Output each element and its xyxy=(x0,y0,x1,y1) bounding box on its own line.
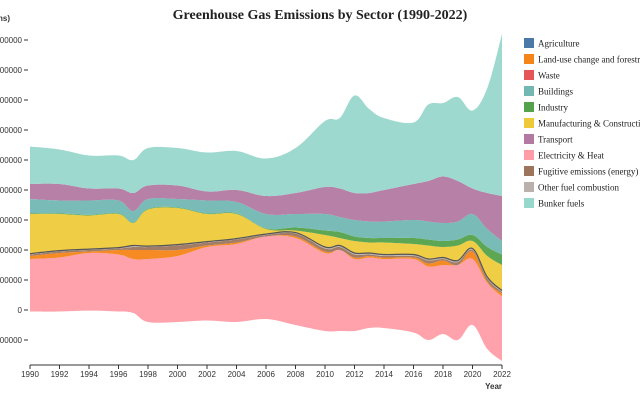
legend-label: Waste xyxy=(538,71,560,81)
legend-swatch xyxy=(524,102,534,112)
x-tick-label: 2016 xyxy=(405,370,423,379)
legend-item-transport[interactable]: Transport xyxy=(524,134,573,145)
x-tick-label: 1998 xyxy=(139,370,157,379)
legend-item-waste[interactable]: Waste xyxy=(524,70,560,81)
y-tick-label: -1000000 xyxy=(0,336,23,345)
x-tick-label: 2002 xyxy=(198,370,216,379)
x-tick-label: 2018 xyxy=(434,370,452,379)
y-tick-label: 7000000 xyxy=(0,96,23,105)
y-tick-label: 8000000 xyxy=(0,66,23,75)
x-tick-label: 2012 xyxy=(346,370,364,379)
legend-label: Electricity & Heat xyxy=(538,151,604,161)
legend-swatch xyxy=(524,86,534,96)
legend-item-fugitive-emissions-energy[interactable]: Fugitive emissions (energy) xyxy=(524,166,638,177)
area-other-fuel-combustion xyxy=(30,231,502,292)
legend-item-industry[interactable]: Industry xyxy=(524,102,568,113)
x-tick-label: 2022 xyxy=(493,370,511,379)
legend-swatch xyxy=(524,54,534,64)
legend-swatch xyxy=(524,166,534,176)
area-electricity-heat xyxy=(30,235,502,361)
legend-label: Other fuel combustion xyxy=(538,183,619,193)
x-tick-label: 2000 xyxy=(169,370,187,379)
y-tick-label: 1000000 xyxy=(0,276,23,285)
y-tick-label: 5000000 xyxy=(0,156,23,165)
legend-label: Land-use change and forestry xyxy=(538,55,640,65)
area-transport xyxy=(30,176,502,241)
y-tick-label: 3000000 xyxy=(0,216,23,225)
legend-item-manufacturing-construction[interactable]: Manufacturing & Construction xyxy=(524,118,640,129)
legend-swatch xyxy=(524,182,534,192)
legend-item-electricity-heat[interactable]: Electricity & Heat xyxy=(524,150,604,161)
x-tick-label: 1990 xyxy=(21,370,39,379)
legend-label: Industry xyxy=(538,103,568,113)
area-layer xyxy=(29,34,503,361)
area-buildings xyxy=(30,197,502,255)
x-tick-label: 1992 xyxy=(51,370,69,379)
x-axis-title: Year xyxy=(485,382,502,391)
area-fugitive-emissions-energy xyxy=(30,232,502,294)
legend-item-agriculture[interactable]: Agriculture xyxy=(524,38,579,49)
fuel-combustion-edge-line xyxy=(29,231,503,291)
legend-label: Bunker fuels xyxy=(538,199,585,209)
legend-label: Buildings xyxy=(538,87,574,97)
x-tick-label: 1994 xyxy=(80,370,98,379)
x-tick-label: 2020 xyxy=(464,370,482,379)
legend-item-bunker-fuels[interactable]: Bunker fuels xyxy=(524,198,585,209)
x-tick-label: 2004 xyxy=(228,370,246,379)
x-tick-label: 2008 xyxy=(287,370,305,379)
legend-label: Fugitive emissions (energy) xyxy=(538,167,638,177)
x-tick-label: 2006 xyxy=(257,370,275,379)
x-tick-label: 2010 xyxy=(316,370,334,379)
legend-item-land-use-change-and-forestry[interactable]: Land-use change and forestry xyxy=(524,54,640,65)
chart-title: Greenhouse Gas Emissions by Sector (1990… xyxy=(173,8,468,23)
y-axis: CO2e emissions (tons) -1000000 0 1000000 20… xyxy=(0,14,28,345)
legend-label: Transport xyxy=(538,135,573,145)
legend-swatch xyxy=(524,198,534,208)
x-tick-label: 2014 xyxy=(375,370,393,379)
y-tick-label: 9000000 xyxy=(0,36,23,45)
x-tick-label: 1996 xyxy=(110,370,128,379)
legend-swatch xyxy=(524,134,534,144)
legend-swatch xyxy=(524,70,534,80)
legend-swatch xyxy=(524,38,534,48)
area-manufacturing-construction xyxy=(30,207,502,291)
area-bunker-fuels xyxy=(30,34,502,197)
y-tick-label: 6000000 xyxy=(0,126,23,135)
y-tick-label: 4000000 xyxy=(0,186,23,195)
legend-item-other-fuel-combustion[interactable]: Other fuel combustion xyxy=(524,182,619,193)
area-land-use-change-and-forestry xyxy=(30,235,502,297)
y-axis-title: CO2e emissions (tons) xyxy=(0,14,10,23)
x-axis: Year 1990 1992 1994 1996 1998 2000 2002 2004 200… xyxy=(21,364,511,391)
legend[interactable]: Agriculture Land-use change and forestry W… xyxy=(524,38,640,209)
legend-item-buildings[interactable]: Buildings xyxy=(524,86,574,97)
legend-label: Manufacturing & Construction xyxy=(538,119,640,129)
legend-swatch xyxy=(524,150,534,160)
legend-label: Agriculture xyxy=(538,39,579,49)
y-tick-label: 0 xyxy=(18,306,23,315)
y-tick-label: 2000000 xyxy=(0,246,23,255)
legend-swatch xyxy=(524,118,534,128)
